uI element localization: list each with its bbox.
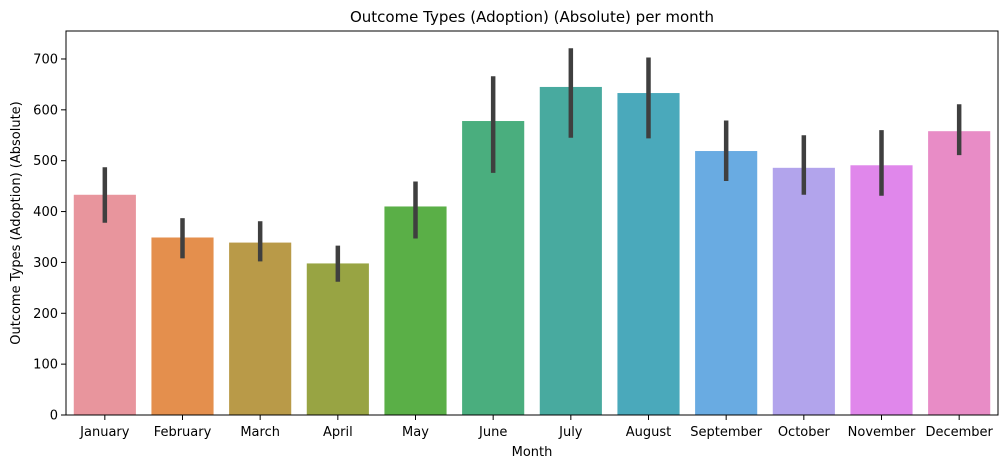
y-tick-label-400: 400 [33, 205, 58, 220]
x-tick-label-november: November [848, 425, 916, 440]
bar-september [695, 151, 758, 415]
x-tick-label-december: December [925, 425, 993, 440]
bar-april [306, 263, 369, 415]
x-tick-label-june: June [478, 425, 507, 440]
bar-january [73, 194, 136, 415]
x-tick-label-september: September [690, 425, 763, 440]
chart-title: Outcome Types (Adoption) (Absolute) per … [350, 8, 714, 26]
y-axis: 0 100 200 300 400 500 600 700 [33, 52, 66, 424]
y-axis-title: Outcome Types (Adoption) (Absolute) [9, 101, 24, 345]
bar-march [229, 242, 292, 415]
plot-frame [65, 30, 999, 416]
x-axis: January February March April May June July Augu… [79, 415, 994, 440]
x-tick-label-august: August [626, 425, 672, 440]
y-tick-label-700: 700 [33, 52, 58, 67]
bar-december [928, 131, 991, 415]
y-tick-label-0: 0 [50, 409, 58, 424]
x-tick-label-march: March [240, 425, 280, 440]
bar-november [850, 165, 913, 415]
bar-july [539, 86, 602, 415]
plot-area [73, 48, 991, 416]
y-tick-label-200: 200 [33, 307, 58, 322]
x-tick-label-february: February [154, 425, 212, 440]
bar-october [772, 167, 835, 415]
bar-august [617, 93, 680, 416]
x-tick-label-may: May [402, 425, 429, 440]
y-tick-label-500: 500 [33, 154, 58, 169]
bar-february [151, 237, 214, 415]
y-tick-label-600: 600 [33, 103, 58, 118]
x-tick-label-july: July [558, 425, 583, 440]
x-axis-title: Month [512, 445, 553, 460]
x-tick-label-october: October [778, 425, 831, 440]
y-tick-label-300: 300 [33, 256, 58, 271]
bar-may [384, 206, 447, 415]
x-tick-label-april: April [323, 425, 353, 440]
y-tick-label-100: 100 [33, 358, 58, 373]
x-tick-label-january: January [79, 425, 130, 440]
